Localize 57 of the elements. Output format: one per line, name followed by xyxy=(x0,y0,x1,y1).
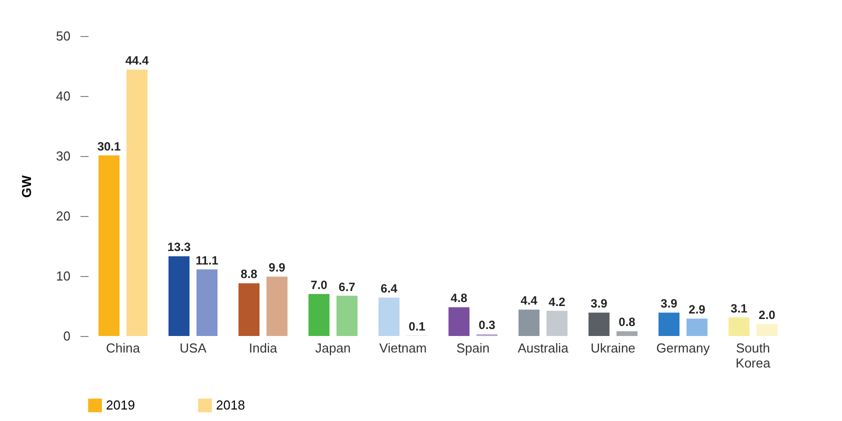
data-label: 0.3 xyxy=(478,318,496,332)
data-label: 4.2 xyxy=(548,294,566,309)
x-tick-label: Japan xyxy=(315,340,351,356)
data-label: 0.8 xyxy=(618,315,636,330)
bar xyxy=(378,298,400,336)
x-tick-label: South Korea xyxy=(736,340,772,370)
y-tick-label: 40 xyxy=(56,88,70,104)
legend-label: 2018 xyxy=(216,397,245,412)
x-tick-label: Germany xyxy=(656,340,710,356)
x-tick-label: USA xyxy=(180,340,207,356)
bar xyxy=(756,324,778,336)
data-label: 30.1 xyxy=(97,139,121,154)
data-label: 7.0 xyxy=(310,278,328,292)
bar xyxy=(728,317,750,336)
data-label: 44.4 xyxy=(125,54,149,68)
data-label: 11.1 xyxy=(196,253,219,268)
bar xyxy=(616,331,638,336)
y-tick-label: 50 xyxy=(56,28,70,44)
data-label: 3.9 xyxy=(590,296,608,311)
data-label: 13.3 xyxy=(167,240,191,254)
y-tick-label: 30 xyxy=(56,148,70,164)
data-label: 6.4 xyxy=(380,282,398,296)
data-label: 2.0 xyxy=(758,308,776,322)
data-label: 0.1 xyxy=(408,319,426,334)
y-tick-label: 10 xyxy=(56,268,70,284)
legend-label: 2019 xyxy=(106,397,135,412)
x-tick-label: Australia xyxy=(518,340,570,356)
data-label: 4.8 xyxy=(450,291,468,306)
bar xyxy=(126,70,148,336)
bar xyxy=(546,310,568,336)
y-tick-label: 0 xyxy=(63,328,70,344)
bar xyxy=(98,155,120,336)
x-tick-label: India xyxy=(248,340,278,356)
data-label: 9.9 xyxy=(268,260,286,275)
bar xyxy=(588,312,610,336)
data-label: 8.8 xyxy=(240,267,258,282)
x-tick-label: Spain xyxy=(456,340,490,356)
x-tick-label: Ukraine xyxy=(590,340,636,356)
x-tick-label: Vietnam xyxy=(379,340,427,356)
bar xyxy=(266,276,288,336)
bar xyxy=(448,307,470,336)
x-tick-label: China xyxy=(106,340,141,356)
data-label: 4.4 xyxy=(520,294,538,308)
data-label: 3.9 xyxy=(660,296,678,311)
data-label: 6.7 xyxy=(338,280,356,294)
data-label: 3.1 xyxy=(730,301,748,316)
bar xyxy=(518,310,540,336)
bar xyxy=(196,269,218,336)
bar xyxy=(238,283,260,336)
bar xyxy=(308,294,330,336)
y-tick-label: 20 xyxy=(56,208,70,224)
bar xyxy=(168,256,190,336)
data-label: 2.9 xyxy=(688,302,706,317)
bar xyxy=(658,312,680,336)
bar xyxy=(686,318,708,336)
bar xyxy=(336,296,358,336)
y-axis-title: GW xyxy=(19,174,34,198)
